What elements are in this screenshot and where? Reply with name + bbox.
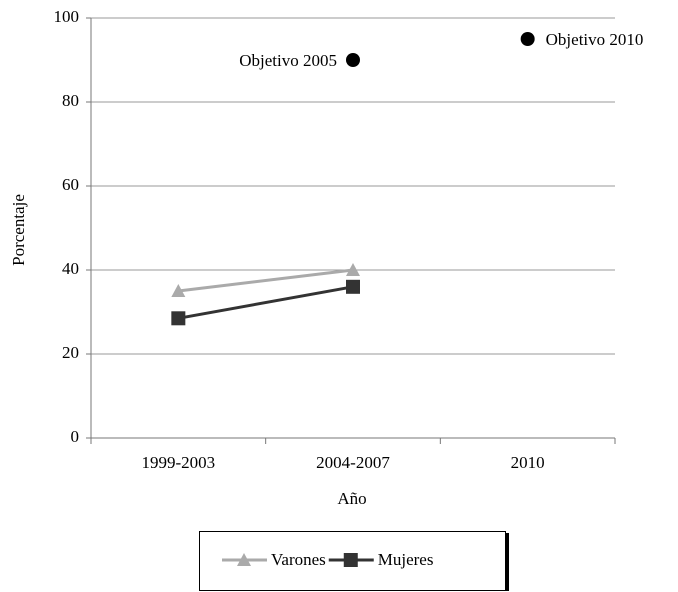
legend-label: Varones (271, 550, 326, 569)
marker (237, 553, 251, 566)
series-line (178, 285, 354, 320)
annotation: Objetivo 2010 (546, 30, 644, 49)
y-tick-label: 100 (54, 7, 80, 26)
annotation: Objetivo 2005 (239, 51, 337, 70)
target-point (520, 32, 535, 46)
y-tick-label: 20 (62, 343, 79, 362)
y-tick-label: 40 (62, 259, 79, 278)
marker (171, 284, 186, 297)
marker (346, 279, 360, 294)
y-tick-label: 0 (71, 427, 80, 446)
y-tick-label: 60 (62, 175, 79, 194)
legend-label: Mujeres (378, 550, 434, 569)
y-tick-label: 80 (62, 91, 79, 110)
x-tick-label: 1999-2003 (141, 453, 215, 472)
marker (171, 311, 186, 326)
x-tick-label: 2010 (511, 453, 545, 472)
marker (343, 553, 358, 567)
marker (346, 263, 360, 276)
series-line (178, 268, 354, 293)
x-axis-label: Año (337, 489, 366, 508)
y-axis-label: Porcentaje (9, 194, 28, 266)
target-point (346, 53, 360, 67)
x-tick-label: 2004-2007 (316, 453, 390, 472)
